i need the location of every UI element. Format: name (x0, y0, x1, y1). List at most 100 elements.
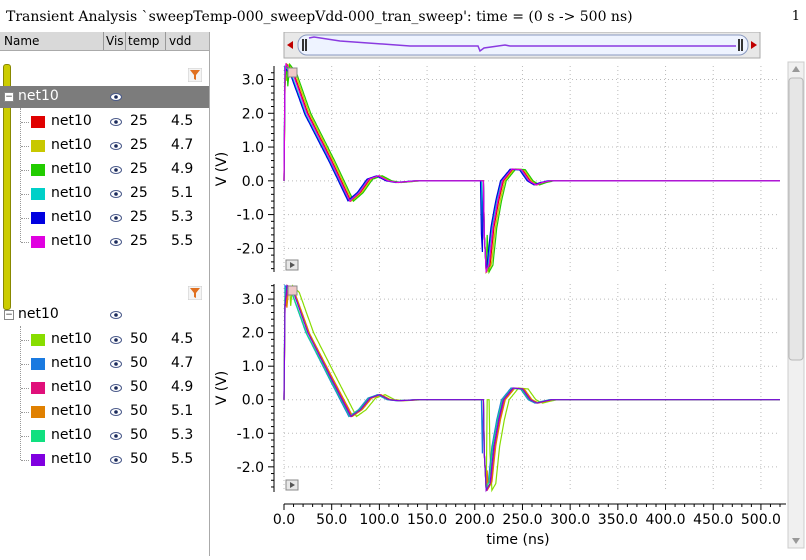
y-tick-label: -2.0 (237, 241, 264, 257)
vdd-value: 5.5 (171, 233, 193, 249)
tree-line (21, 146, 29, 148)
x-axis-label: time (ns) (486, 532, 549, 548)
color-swatch[interactable] (31, 454, 45, 466)
eye-icon[interactable] (110, 190, 122, 198)
signal-name: net10 (51, 355, 92, 371)
signal-name: net10 (51, 209, 92, 225)
group-name: net10 (18, 88, 59, 104)
signal-name: net10 (51, 451, 92, 467)
signal-row[interactable]: net10 25 5.3 (0, 206, 209, 230)
plot-background[interactable] (284, 66, 780, 272)
signal-row[interactable]: net10 25 5.5 (0, 230, 209, 254)
column-name[interactable]: Name (4, 34, 39, 48)
overview-navigator[interactable] (284, 32, 760, 58)
navigator-right-handle[interactable] (741, 39, 743, 51)
color-swatch[interactable] (31, 140, 45, 152)
eye-icon[interactable] (110, 384, 122, 392)
color-swatch[interactable] (31, 334, 45, 346)
signal-tree-panel: Name Vis temp vdd − net10 net10 25 4.5 net1… (0, 32, 210, 556)
vertical-scrollbar[interactable] (788, 62, 804, 548)
trace-marker-icon[interactable] (288, 286, 297, 295)
vdd-value: 4.9 (171, 161, 193, 177)
color-swatch[interactable] (31, 116, 45, 128)
color-swatch[interactable] (31, 236, 45, 248)
eye-icon[interactable] (110, 360, 122, 368)
x-tick-label: 400.0 (645, 512, 685, 528)
signal-row[interactable]: net10 25 4.9 (0, 158, 209, 182)
color-swatch[interactable] (31, 406, 45, 418)
color-swatch[interactable] (31, 430, 45, 442)
y-axis-label: V (V) (214, 371, 230, 406)
eye-icon[interactable] (110, 214, 122, 222)
navigator-right-handle[interactable] (738, 39, 740, 51)
signal-row[interactable]: net10 50 5.5 (0, 448, 209, 472)
column-separator[interactable] (103, 32, 104, 50)
navigator-left-handle[interactable] (305, 39, 307, 51)
column-vdd[interactable]: vdd (169, 34, 191, 48)
eye-icon[interactable] (110, 118, 122, 126)
signal-row[interactable]: net10 50 4.5 (0, 328, 209, 352)
vdd-value: 5.1 (171, 185, 193, 201)
waveform-strip-2[interactable]: 3.0 2.0 1.0 0.0 -1.0 -2.0 V (V) 0.0 50.0 100.0 150… (214, 284, 786, 548)
temp-value: 50 (130, 427, 148, 443)
color-swatch[interactable] (31, 382, 45, 394)
y-tick-label: 2.0 (242, 106, 264, 122)
signal-row[interactable]: net10 50 4.7 (0, 352, 209, 376)
column-vis[interactable]: Vis (106, 34, 124, 48)
eye-icon[interactable] (110, 408, 122, 416)
waveform-strip-1[interactable]: 3.0 2.0 1.0 0.0 -1.0 -2.0 V (V) (214, 64, 780, 272)
vdd-value: 4.7 (171, 137, 193, 153)
eye-icon[interactable] (110, 93, 122, 101)
signal-name: net10 (51, 137, 92, 153)
x-tick-label: 450.0 (693, 512, 733, 528)
y-tick-label: -1.0 (237, 426, 264, 442)
color-swatch[interactable] (31, 164, 45, 176)
eye-icon[interactable] (110, 166, 122, 174)
column-separator[interactable] (165, 32, 166, 50)
color-swatch[interactable] (31, 358, 45, 370)
x-tick-label: 350.0 (598, 512, 638, 528)
column-temp[interactable]: temp (128, 34, 159, 48)
eye-icon[interactable] (110, 311, 122, 319)
signal-group[interactable]: − net10 (0, 86, 209, 108)
navigator-window[interactable] (298, 35, 748, 55)
vdd-value: 4.9 (171, 379, 193, 395)
window-titlebar: Transient Analysis `sweepTemp-000_sweepV… (0, 0, 806, 32)
eye-icon[interactable] (110, 336, 122, 344)
column-separator[interactable] (125, 32, 126, 50)
color-swatch[interactable] (31, 188, 45, 200)
eye-icon[interactable] (110, 142, 122, 150)
collapse-icon[interactable]: − (4, 310, 14, 320)
collapse-icon[interactable]: − (4, 92, 14, 102)
y-tick-label: -2.0 (237, 460, 264, 476)
waveform-area: 3.0 2.0 1.0 0.0 -1.0 -2.0 V (V) 3.0 2.0 1.0 0.0 -1… (210, 32, 806, 556)
trace-marker-icon[interactable] (288, 68, 297, 77)
signal-group[interactable]: − net10 (0, 304, 209, 326)
x-tick-label: 300.0 (550, 512, 590, 528)
plot-background[interactable] (284, 284, 780, 492)
temp-value: 25 (130, 113, 148, 129)
scrollbar-thumb[interactable] (789, 78, 803, 360)
x-tick-label: 150.0 (407, 512, 447, 528)
tree-line (21, 242, 29, 244)
color-swatch[interactable] (31, 212, 45, 224)
x-tick-label: 200.0 (455, 512, 495, 528)
vdd-value: 5.3 (171, 209, 193, 225)
eye-icon[interactable] (110, 456, 122, 464)
signal-row[interactable]: net10 50 5.3 (0, 424, 209, 448)
signal-row[interactable]: net10 50 4.9 (0, 376, 209, 400)
eye-icon[interactable] (110, 238, 122, 246)
tree-line (21, 364, 29, 366)
temp-value: 25 (130, 209, 148, 225)
x-tick-label: 50.0 (316, 512, 347, 528)
eye-icon[interactable] (110, 432, 122, 440)
signal-row[interactable]: net10 50 5.1 (0, 400, 209, 424)
signal-row[interactable]: net10 25 5.1 (0, 182, 209, 206)
filter-icon[interactable] (188, 68, 202, 82)
filter-icon[interactable] (188, 286, 202, 300)
signal-name: net10 (51, 331, 92, 347)
navigator-left-handle[interactable] (302, 39, 304, 51)
signal-row[interactable]: net10 25 4.5 (0, 110, 209, 134)
x-tick-label: 0.0 (273, 512, 295, 528)
signal-row[interactable]: net10 25 4.7 (0, 134, 209, 158)
